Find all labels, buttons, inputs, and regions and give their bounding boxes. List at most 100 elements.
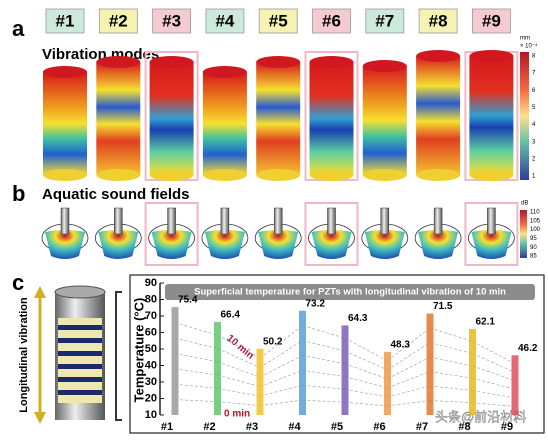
colorbar bbox=[520, 52, 529, 180]
guide-line bbox=[387, 356, 431, 380]
guide-line bbox=[344, 337, 388, 362]
value-label: 64.3 bbox=[348, 313, 368, 324]
guide-line bbox=[472, 390, 516, 399]
colorbar-tick: 3 bbox=[532, 139, 536, 145]
sample-header: #8 bbox=[429, 11, 448, 30]
sample-header: #9 bbox=[482, 11, 501, 30]
sample-header-box bbox=[258, 8, 298, 34]
cylinder-bottom bbox=[256, 169, 301, 181]
colorbar-tick: 4 bbox=[532, 122, 536, 128]
sound-field bbox=[418, 230, 459, 259]
colorbar-tick: 2 bbox=[532, 156, 536, 162]
chart-title-box bbox=[165, 284, 535, 300]
highlight-box bbox=[304, 202, 359, 266]
panel-label: b bbox=[12, 181, 25, 206]
pzt-illustration bbox=[34, 285, 122, 424]
cylinder-bottom bbox=[469, 169, 514, 181]
sample-header-box bbox=[205, 8, 245, 34]
y-tick-label: 60 bbox=[145, 326, 157, 338]
value-label: 66.4 bbox=[221, 310, 241, 321]
guide-line bbox=[429, 356, 473, 367]
cylinder-top bbox=[43, 66, 87, 78]
guide-line bbox=[429, 327, 473, 342]
guide-line bbox=[174, 383, 218, 389]
guide-line bbox=[429, 400, 473, 404]
guide-line bbox=[387, 400, 431, 407]
highlight-box bbox=[464, 202, 519, 266]
y-tick-label: 90 bbox=[145, 277, 157, 289]
cylinder-bottom bbox=[309, 169, 354, 181]
guide-line bbox=[217, 348, 261, 368]
annotation: 0 min bbox=[224, 409, 250, 420]
bar bbox=[426, 313, 434, 415]
guide-line bbox=[259, 399, 303, 406]
sample-header: #1 bbox=[56, 11, 75, 30]
chart-title: Superficial temperature for PZTs with lo… bbox=[194, 287, 506, 298]
y-axis-label: Temperature (°C) bbox=[131, 298, 146, 403]
colorbar-tick: 5 bbox=[532, 105, 536, 111]
cylinder-body bbox=[256, 62, 301, 175]
bar bbox=[299, 310, 306, 415]
colorbar-scale: × 10⁻⁴ bbox=[520, 43, 538, 50]
transducer bbox=[487, 207, 496, 235]
guide-line bbox=[217, 361, 261, 378]
cylinder-bottom bbox=[43, 169, 87, 181]
guide-line bbox=[387, 342, 431, 371]
guide-line bbox=[472, 377, 516, 390]
x-tick-label: #8 bbox=[458, 421, 470, 433]
y-tick-label: 40 bbox=[145, 359, 157, 371]
cylinder-bottom bbox=[96, 169, 141, 181]
sample-header-box bbox=[312, 8, 351, 34]
x-tick-label: #2 bbox=[203, 421, 215, 433]
cylinder-body bbox=[149, 62, 194, 175]
sample-header: #2 bbox=[109, 11, 128, 30]
colorbar-tick: 1 bbox=[532, 174, 536, 180]
cylinder-body bbox=[416, 56, 461, 175]
sound-field bbox=[204, 230, 245, 259]
colorbar-tick: 95 bbox=[530, 236, 537, 242]
colorbar-tick: 85 bbox=[530, 254, 537, 260]
cylinder-top bbox=[469, 50, 514, 62]
guide-line bbox=[174, 368, 218, 376]
guide-line bbox=[344, 350, 388, 371]
sample-header-box bbox=[471, 8, 511, 34]
sample-header: #5 bbox=[269, 11, 288, 30]
bar bbox=[341, 325, 349, 415]
cylinder-body bbox=[96, 62, 141, 175]
colorbar-tick: 8 bbox=[532, 54, 536, 60]
transducer bbox=[60, 207, 70, 235]
guide-line bbox=[387, 371, 431, 389]
guide-line bbox=[387, 327, 431, 362]
guide-line bbox=[217, 401, 261, 406]
sound-field bbox=[45, 230, 85, 259]
colorbar-tick: 110 bbox=[530, 210, 540, 216]
bar bbox=[469, 329, 476, 415]
bar bbox=[256, 348, 264, 415]
guide-line bbox=[472, 353, 516, 373]
transducer bbox=[380, 207, 390, 235]
y-tick-label: 80 bbox=[145, 293, 157, 305]
sound-field bbox=[151, 230, 192, 259]
cylinder-top bbox=[96, 56, 141, 68]
sample-header-box bbox=[45, 8, 85, 34]
value-label: 48.3 bbox=[391, 339, 411, 350]
guide-line bbox=[174, 337, 218, 349]
guide-line bbox=[302, 355, 346, 365]
guide-line bbox=[344, 363, 388, 380]
guide-line bbox=[217, 334, 261, 359]
bar bbox=[214, 321, 221, 415]
value-label: 62.1 bbox=[476, 317, 496, 328]
guide-line bbox=[302, 325, 346, 339]
guide-line bbox=[259, 340, 303, 368]
sample-header: #6 bbox=[322, 11, 341, 30]
cylinder-body bbox=[469, 56, 514, 175]
x-tick-label: #1 bbox=[161, 421, 173, 433]
guide-line bbox=[259, 384, 303, 397]
sound-field bbox=[98, 230, 139, 259]
sound-field bbox=[311, 230, 352, 259]
watermark: 头条@前沿材料 bbox=[435, 409, 526, 424]
transducer bbox=[273, 207, 283, 235]
sample-header: #7 bbox=[375, 11, 394, 30]
colorbar bbox=[520, 210, 527, 258]
guide-line bbox=[429, 342, 473, 354]
